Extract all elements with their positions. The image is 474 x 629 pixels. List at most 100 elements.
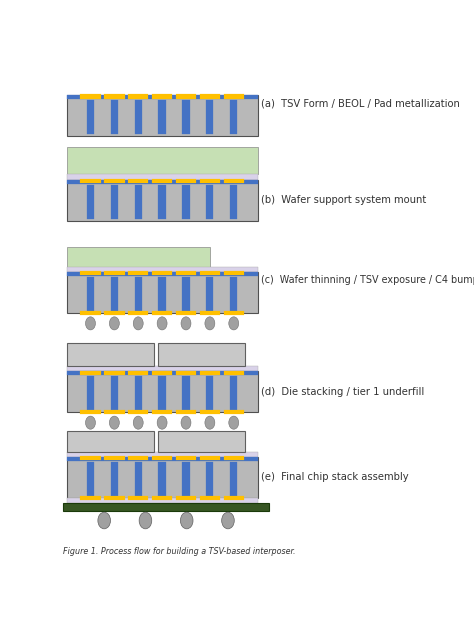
Text: Figure 1. Process flow for building a TSV-based interposer.: Figure 1. Process flow for building a TS… — [63, 547, 295, 556]
FancyBboxPatch shape — [135, 376, 142, 410]
FancyBboxPatch shape — [80, 271, 100, 276]
Circle shape — [85, 416, 95, 429]
FancyBboxPatch shape — [206, 277, 213, 311]
FancyBboxPatch shape — [152, 311, 172, 315]
FancyBboxPatch shape — [66, 180, 258, 184]
FancyBboxPatch shape — [152, 179, 172, 183]
FancyBboxPatch shape — [66, 431, 154, 452]
FancyBboxPatch shape — [158, 100, 166, 134]
FancyBboxPatch shape — [224, 410, 244, 414]
FancyBboxPatch shape — [80, 311, 100, 315]
FancyBboxPatch shape — [182, 277, 190, 311]
FancyBboxPatch shape — [80, 370, 100, 375]
FancyBboxPatch shape — [182, 376, 190, 410]
FancyBboxPatch shape — [176, 311, 196, 315]
FancyBboxPatch shape — [176, 410, 196, 414]
FancyBboxPatch shape — [158, 431, 245, 452]
Circle shape — [205, 317, 215, 330]
FancyBboxPatch shape — [66, 272, 258, 313]
FancyBboxPatch shape — [80, 94, 100, 99]
FancyBboxPatch shape — [66, 95, 258, 136]
FancyBboxPatch shape — [111, 462, 118, 496]
FancyBboxPatch shape — [111, 376, 118, 410]
FancyBboxPatch shape — [128, 410, 148, 414]
FancyBboxPatch shape — [135, 462, 142, 496]
Circle shape — [205, 416, 215, 429]
FancyBboxPatch shape — [104, 456, 125, 460]
Text: (b)  Wafer support system mount: (b) Wafer support system mount — [261, 195, 427, 205]
FancyBboxPatch shape — [128, 179, 148, 183]
FancyBboxPatch shape — [230, 185, 237, 219]
Text: (e)  Final chip stack assembly: (e) Final chip stack assembly — [261, 472, 409, 482]
FancyBboxPatch shape — [176, 370, 196, 375]
FancyBboxPatch shape — [152, 456, 172, 460]
FancyBboxPatch shape — [66, 272, 258, 276]
FancyBboxPatch shape — [111, 100, 118, 134]
Circle shape — [139, 512, 152, 529]
FancyBboxPatch shape — [176, 179, 196, 183]
FancyBboxPatch shape — [63, 503, 269, 511]
FancyBboxPatch shape — [224, 311, 244, 315]
FancyBboxPatch shape — [104, 179, 125, 183]
FancyBboxPatch shape — [80, 496, 100, 500]
FancyBboxPatch shape — [66, 147, 258, 174]
FancyBboxPatch shape — [206, 376, 213, 410]
FancyBboxPatch shape — [66, 452, 258, 457]
FancyBboxPatch shape — [182, 100, 190, 134]
FancyBboxPatch shape — [66, 95, 258, 99]
FancyBboxPatch shape — [200, 496, 220, 500]
FancyBboxPatch shape — [200, 311, 220, 315]
Circle shape — [157, 416, 167, 429]
FancyBboxPatch shape — [200, 410, 220, 414]
FancyBboxPatch shape — [128, 271, 148, 276]
Circle shape — [109, 416, 119, 429]
FancyBboxPatch shape — [224, 496, 244, 500]
Circle shape — [229, 416, 239, 429]
Circle shape — [109, 317, 119, 330]
FancyBboxPatch shape — [128, 496, 148, 500]
FancyBboxPatch shape — [224, 456, 244, 460]
Circle shape — [229, 317, 239, 330]
FancyBboxPatch shape — [128, 456, 148, 460]
FancyBboxPatch shape — [104, 410, 125, 414]
Text: (c)  Wafer thinning / TSV exposure / C4 bumping: (c) Wafer thinning / TSV exposure / C4 b… — [261, 275, 474, 285]
Circle shape — [85, 317, 95, 330]
FancyBboxPatch shape — [176, 94, 196, 99]
FancyBboxPatch shape — [66, 457, 258, 498]
FancyBboxPatch shape — [230, 277, 237, 311]
FancyBboxPatch shape — [104, 496, 125, 500]
FancyBboxPatch shape — [80, 179, 100, 183]
FancyBboxPatch shape — [200, 456, 220, 460]
FancyBboxPatch shape — [87, 100, 94, 134]
FancyBboxPatch shape — [135, 185, 142, 219]
FancyBboxPatch shape — [111, 277, 118, 311]
FancyBboxPatch shape — [206, 185, 213, 219]
FancyBboxPatch shape — [104, 94, 125, 99]
FancyBboxPatch shape — [87, 376, 94, 410]
FancyBboxPatch shape — [224, 370, 244, 375]
FancyBboxPatch shape — [230, 376, 237, 410]
FancyBboxPatch shape — [158, 376, 166, 410]
FancyBboxPatch shape — [182, 462, 190, 496]
FancyBboxPatch shape — [158, 277, 166, 311]
FancyBboxPatch shape — [152, 370, 172, 375]
FancyBboxPatch shape — [158, 462, 166, 496]
FancyBboxPatch shape — [206, 462, 213, 496]
FancyBboxPatch shape — [66, 180, 258, 221]
FancyBboxPatch shape — [66, 371, 258, 412]
FancyBboxPatch shape — [206, 100, 213, 134]
FancyBboxPatch shape — [87, 462, 94, 496]
FancyBboxPatch shape — [152, 271, 172, 276]
FancyBboxPatch shape — [128, 94, 148, 99]
Text: (d)  Die stacking / tier 1 underfill: (d) Die stacking / tier 1 underfill — [261, 386, 425, 396]
FancyBboxPatch shape — [104, 370, 125, 375]
FancyBboxPatch shape — [104, 271, 125, 276]
Circle shape — [98, 512, 110, 529]
FancyBboxPatch shape — [176, 496, 196, 500]
FancyBboxPatch shape — [128, 311, 148, 315]
FancyBboxPatch shape — [152, 94, 172, 99]
FancyBboxPatch shape — [224, 94, 244, 99]
FancyBboxPatch shape — [152, 410, 172, 414]
FancyBboxPatch shape — [66, 247, 210, 267]
FancyBboxPatch shape — [87, 185, 94, 219]
